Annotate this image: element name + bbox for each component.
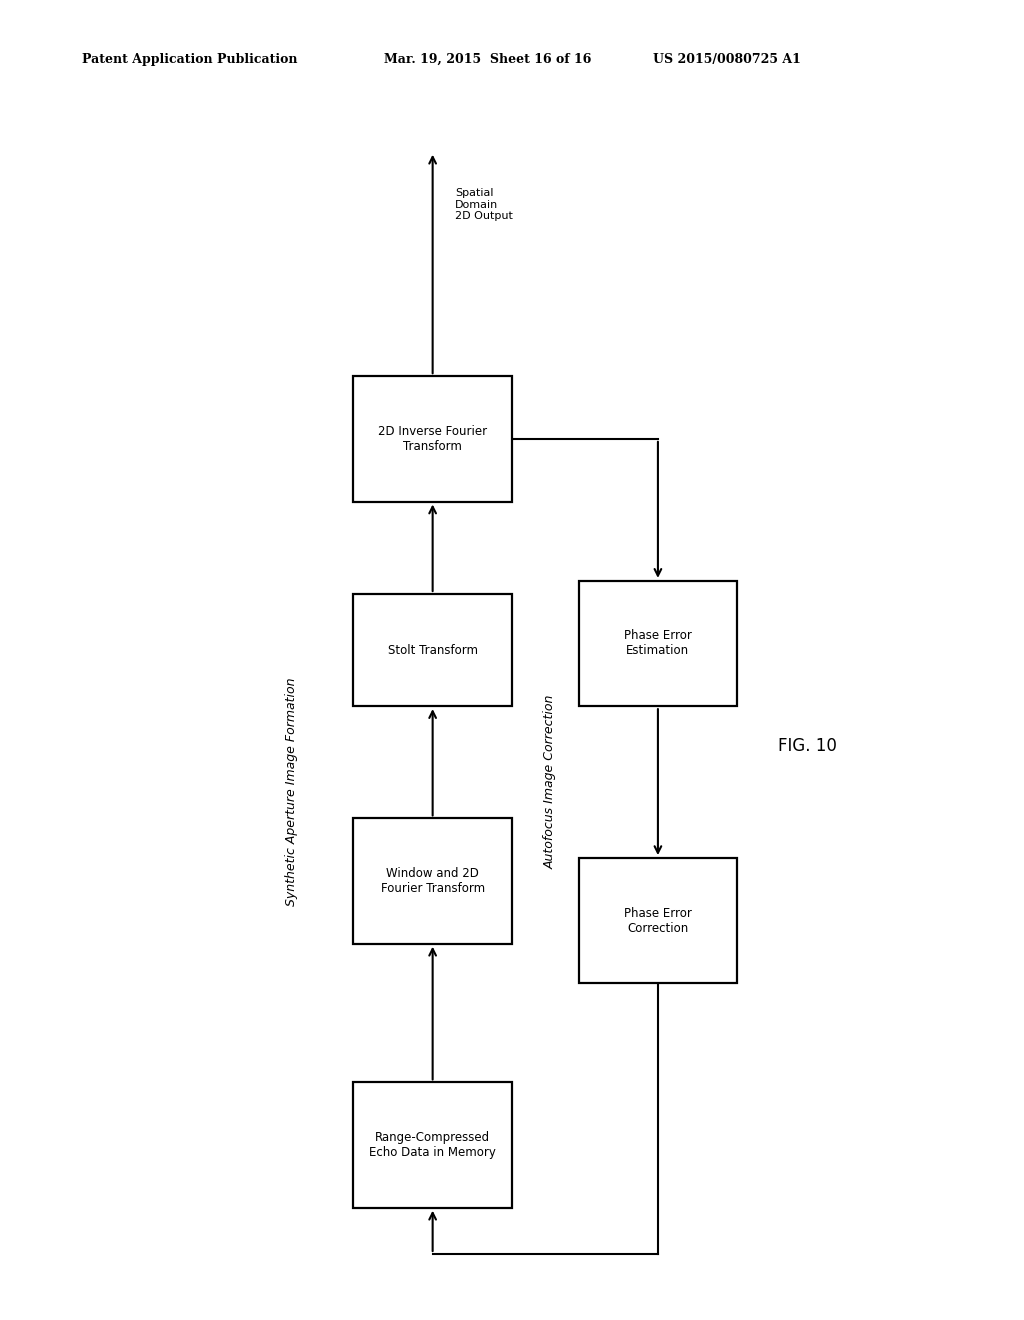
Text: Mar. 19, 2015  Sheet 16 of 16: Mar. 19, 2015 Sheet 16 of 16 xyxy=(384,53,592,66)
Text: Range-Compressed
Echo Data in Memory: Range-Compressed Echo Data in Memory xyxy=(370,1131,496,1159)
Text: FIG. 10: FIG. 10 xyxy=(778,737,837,755)
Text: Spatial
Domain
2D Output: Spatial Domain 2D Output xyxy=(455,187,513,222)
Text: Autofocus Image Correction: Autofocus Image Correction xyxy=(544,694,556,870)
Text: Window and 2D
Fourier Transform: Window and 2D Fourier Transform xyxy=(381,867,484,895)
Text: Phase Error
Estimation: Phase Error Estimation xyxy=(624,630,692,657)
Text: US 2015/0080725 A1: US 2015/0080725 A1 xyxy=(653,53,801,66)
Text: Stolt Transform: Stolt Transform xyxy=(388,644,477,656)
Text: Patent Application Publication: Patent Application Publication xyxy=(82,53,297,66)
Text: Phase Error
Correction: Phase Error Correction xyxy=(624,907,692,935)
Text: 2D Inverse Fourier
Transform: 2D Inverse Fourier Transform xyxy=(378,425,487,453)
Text: Synthetic Aperture Image Formation: Synthetic Aperture Image Formation xyxy=(286,677,298,907)
